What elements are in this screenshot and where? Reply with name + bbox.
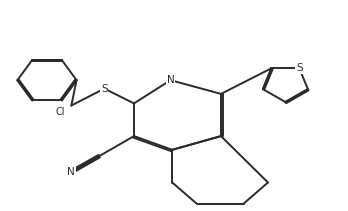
- Text: N: N: [68, 167, 75, 177]
- Text: S: S: [296, 63, 302, 73]
- Text: N: N: [167, 75, 174, 85]
- Text: Cl: Cl: [55, 107, 65, 117]
- Text: S: S: [101, 84, 108, 94]
